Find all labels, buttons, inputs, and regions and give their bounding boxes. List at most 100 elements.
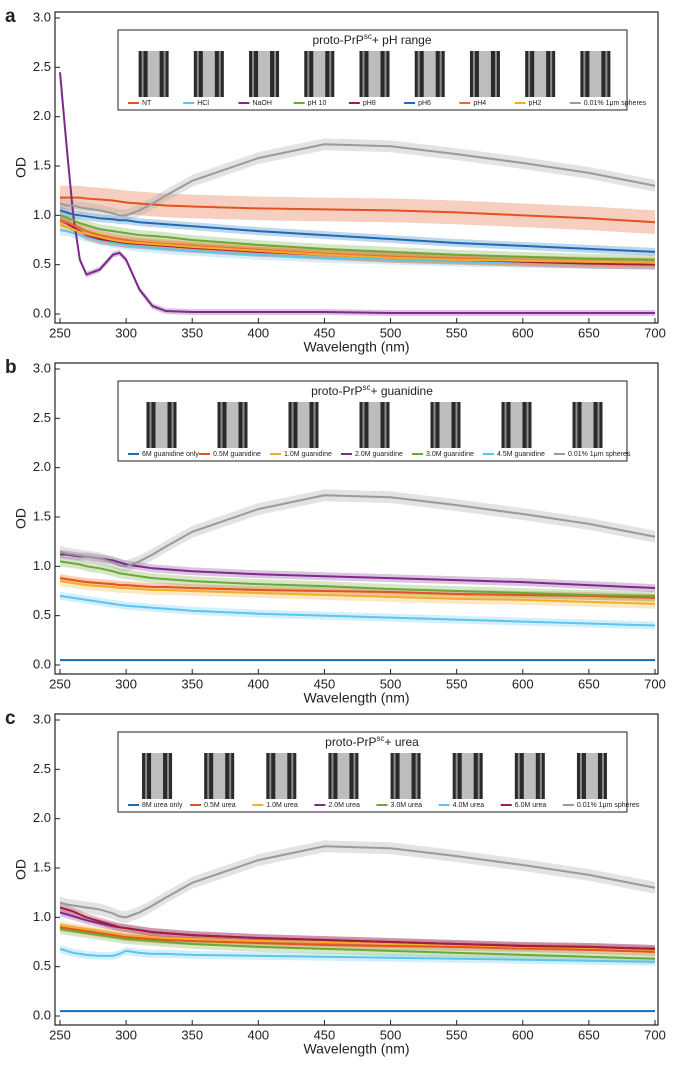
legend-label: pH2 xyxy=(529,100,542,107)
y-tick-label: 3.0 xyxy=(33,711,51,726)
data-line xyxy=(59,214,656,261)
thumbnail-channel xyxy=(423,51,436,97)
legend-label: 0.01% 1μm spheres xyxy=(584,100,647,107)
thumbnail-edge xyxy=(171,402,174,448)
thumbnail-edge xyxy=(433,402,436,448)
x-tick-label: 600 xyxy=(512,325,534,340)
thumbnail-edge xyxy=(384,51,387,97)
thumbnail-edge xyxy=(575,402,578,448)
plot-area xyxy=(59,840,656,1013)
legend-label: 4.0M urea xyxy=(453,802,485,809)
legend-label: 0.01% 1μm spheres xyxy=(577,802,640,809)
x-tick-label: 250 xyxy=(49,1027,71,1042)
legend-label: 0.5M guanidine xyxy=(213,451,261,458)
data-line xyxy=(59,229,656,266)
y-tick-label: 3.0 xyxy=(33,360,51,375)
thumbnail-channel xyxy=(534,51,547,97)
thumbnail-edge xyxy=(579,753,582,799)
thumbnail-edge xyxy=(269,753,272,799)
thumbnail-edge xyxy=(605,51,608,97)
error-band xyxy=(60,206,655,256)
x-tick-label: 300 xyxy=(115,676,137,691)
title-suffix: + urea xyxy=(385,735,420,749)
thumbnail-channel xyxy=(461,753,474,799)
thumbnail-edge xyxy=(517,753,520,799)
error-band xyxy=(60,225,655,270)
plot-frame xyxy=(54,713,659,1026)
x-tick-label: 700 xyxy=(644,1027,666,1042)
thumbnail-edge xyxy=(417,51,420,97)
x-tick-label: 600 xyxy=(512,676,534,691)
y-tick-label: 2.5 xyxy=(33,761,51,776)
thumbnail-edge xyxy=(415,753,418,799)
thumbnail-edge xyxy=(393,753,396,799)
y-axis-label: OD xyxy=(13,508,29,529)
x-tick-label: 350 xyxy=(181,676,203,691)
thumbnail-edge xyxy=(329,51,332,97)
x-tick-label: 450 xyxy=(314,325,336,340)
x-tick-label: 550 xyxy=(446,676,468,691)
legend-label: 0.01% 1μm spheres xyxy=(568,451,631,458)
thumbnail-edge xyxy=(353,753,356,799)
x-axis-label: Wavelength (nm) xyxy=(303,339,409,355)
data-line xyxy=(59,924,656,951)
x-axis-label: Wavelength (nm) xyxy=(303,1041,409,1057)
legend-label: 3.0M urea xyxy=(391,802,423,809)
legend-label: HCl xyxy=(197,100,209,107)
thumbnail-edge xyxy=(455,753,458,799)
thumbnail-edge xyxy=(601,753,604,799)
data-line xyxy=(59,577,656,599)
legend-label: 3.0M guanidine xyxy=(426,451,474,458)
thumbnail-edge xyxy=(550,51,553,97)
legend-label: 4.5M guanidine xyxy=(497,451,545,458)
legend-label: pH4 xyxy=(473,100,486,107)
thumbnail-channel xyxy=(439,402,452,448)
title-suffix: + pH range xyxy=(372,33,432,47)
data-line xyxy=(59,906,656,950)
plot-area xyxy=(59,69,656,316)
thumbnail-channel xyxy=(297,402,310,448)
x-tick-label: 250 xyxy=(49,676,71,691)
thumbnail-edge xyxy=(477,753,480,799)
data-line xyxy=(59,928,656,960)
thumbnail-channel xyxy=(589,51,602,97)
y-tick-label: 0.0 xyxy=(33,1007,51,1022)
thumbnail-channel xyxy=(151,753,164,799)
x-tick-label: 650 xyxy=(578,1027,600,1042)
title-text: proto-PrP xyxy=(325,735,376,749)
x-tick-label: 400 xyxy=(247,676,269,691)
plot-area xyxy=(59,489,656,662)
y-tick-label: 0.5 xyxy=(33,607,51,622)
thumbnail-edge xyxy=(163,51,166,97)
title-superscript: sc xyxy=(377,734,385,743)
legend-label: 2.0M urea xyxy=(328,802,360,809)
x-tick-label: 350 xyxy=(181,325,203,340)
plot-frame xyxy=(54,362,659,675)
legend-label: pH8 xyxy=(363,100,376,107)
legend-label: pH 10 xyxy=(308,100,327,107)
x-axis-label: Wavelength (nm) xyxy=(303,690,409,706)
x-tick-label: 400 xyxy=(247,1027,269,1042)
chart-panel: a 0.0 0.5 1.0 1.5 2.0 2.5 3.0 250 300 350 400 450 500… xyxy=(5,6,666,355)
legend-label: 8M urea only xyxy=(142,802,183,809)
thumbnail-edge xyxy=(229,753,232,799)
thumbnail-channel xyxy=(226,402,239,448)
thumbnail-edge xyxy=(252,51,255,97)
data-line xyxy=(59,209,656,253)
thumbnail-edge xyxy=(384,402,387,448)
x-tick-label: 500 xyxy=(380,1027,402,1042)
y-tick-label: 1.0 xyxy=(33,909,51,924)
thumbnail-channel xyxy=(478,51,491,97)
error-band xyxy=(60,908,655,953)
chart-panel: b 0.0 0.5 1.0 1.5 2.0 2.5 3.0 250 300 350 400 450 500… xyxy=(5,357,666,706)
chart-panel: c 0.0 0.5 1.0 1.5 2.0 2.5 3.0 250 300 350 400 450 500… xyxy=(5,708,666,1057)
y-tick-label: 1.0 xyxy=(33,207,51,222)
y-tick-label: 1.0 xyxy=(33,558,51,573)
thumbnail-channel xyxy=(585,753,598,799)
panel-letter: a xyxy=(5,6,16,27)
title-text: proto-PrP xyxy=(312,33,363,47)
legend-title: proto-PrPsc+ pH range xyxy=(312,32,431,47)
x-tick-label: 650 xyxy=(578,676,600,691)
thumbnail-edge xyxy=(274,51,277,97)
legend-label: 0.5M urea xyxy=(204,802,236,809)
